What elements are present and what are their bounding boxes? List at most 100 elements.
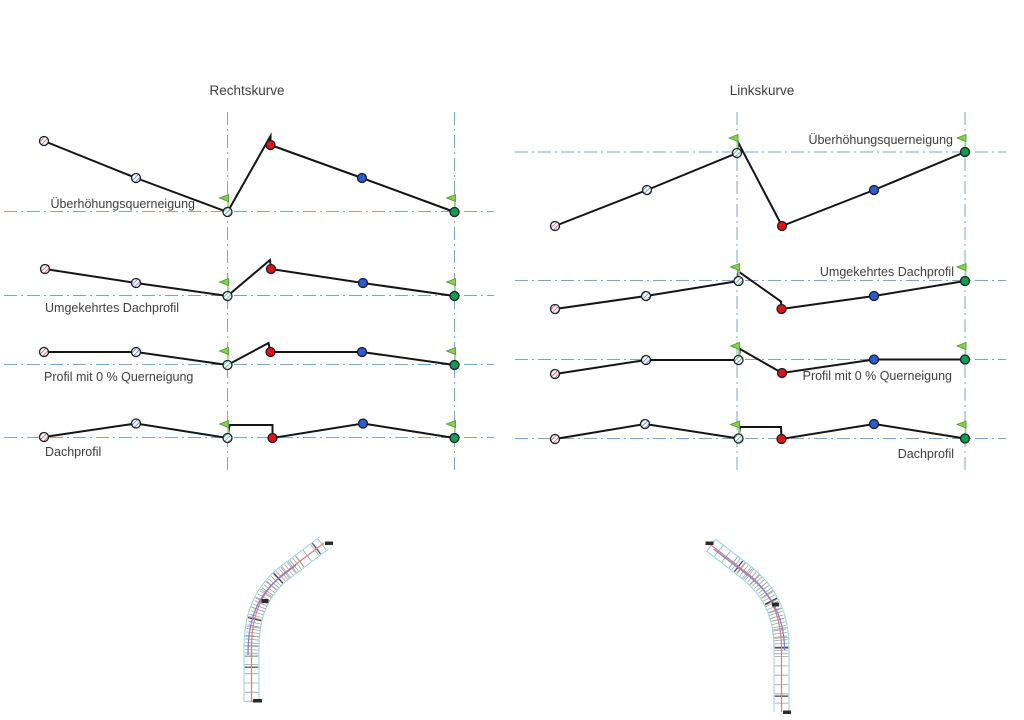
marker-solid-blue-icon <box>356 172 368 184</box>
marker-solid-red-icon <box>267 432 278 444</box>
profile-label: Umgekehrtes Dachprofil <box>45 301 179 315</box>
station-marker <box>772 602 779 607</box>
profile-row-ueberhoehungsquerneigung: Überhöhungsquerneigung <box>4 132 494 218</box>
station-marker <box>325 541 333 545</box>
marker-hatch-green-icon <box>733 354 744 366</box>
marker-hatch-red-icon <box>38 135 50 147</box>
marker-solid-green-icon <box>449 290 460 302</box>
flag-icon <box>729 341 740 351</box>
marker-solid-red-icon <box>776 220 788 232</box>
marker-solid-blue-icon <box>356 346 368 358</box>
station-marker <box>261 599 269 603</box>
profile-label: Umgekehrtes Dachprofil <box>820 265 954 279</box>
flag-icon <box>955 420 967 429</box>
marker-solid-green-icon <box>959 275 971 287</box>
marker-solid-blue-icon <box>357 277 369 289</box>
flag-icon <box>218 277 229 287</box>
marker-hatch-green-icon <box>222 290 233 302</box>
marker-solid-green-icon <box>959 354 971 365</box>
column-right: Überhöhungsquerneigung Umgekehrtes Dachpr… <box>515 112 1006 473</box>
road-centerline <box>250 542 325 702</box>
marker-hatch-blue-icon <box>130 277 142 289</box>
marker-solid-green-icon <box>449 206 460 218</box>
marker-solid-green-icon <box>449 359 460 371</box>
flag-icon <box>729 420 740 429</box>
marker-solid-red-icon <box>265 346 276 358</box>
marker-hatch-green-icon <box>733 433 744 444</box>
plan-view-rechtskurve <box>243 536 333 703</box>
station-marker <box>705 541 714 545</box>
profile-label: Überhöhungsquerneigung <box>808 133 953 147</box>
profile-row-umgekehrtes-dachprofil: Umgekehrtes Dachprofil <box>4 258 494 315</box>
marker-hatch-green-icon <box>222 206 233 218</box>
plan-view-linkskurve <box>705 538 791 714</box>
marker-hatch-green-icon <box>733 275 744 287</box>
profile-label: Dachprofil <box>898 447 954 461</box>
superelevation-diagrams: Überhöhungsquerneigung Umgekehrtes Dachpr… <box>4 112 1006 473</box>
marker-solid-red-icon <box>265 139 276 151</box>
marker-hatch-red-icon <box>39 263 51 275</box>
flag-icon <box>218 419 229 429</box>
marker-hatch-blue-icon <box>640 290 652 302</box>
road-offset-line <box>713 548 786 651</box>
profile-label: Profil mit 0 % Querneigung <box>803 369 952 383</box>
profile-polyline <box>554 269 966 311</box>
marker-solid-blue-icon <box>868 290 880 302</box>
profile-polyline <box>44 258 455 298</box>
flag-icon <box>218 193 229 203</box>
marker-hatch-red-icon <box>549 220 561 232</box>
flag-icon <box>445 193 456 203</box>
marker-hatch-green-icon <box>731 147 743 159</box>
marker-solid-green-icon <box>449 432 460 444</box>
station-marker <box>783 710 791 714</box>
profile-row-profil-0-querneigung: Profil mit 0 % Querneigung <box>515 341 1006 383</box>
profile-row-dachprofil: Dachprofil <box>515 418 1006 461</box>
flag-icon <box>445 277 456 287</box>
profile-row-umgekehrtes-dachprofil: Umgekehrtes Dachprofil <box>515 262 1006 315</box>
marker-solid-green-icon <box>959 433 971 444</box>
flag-icon <box>955 133 967 143</box>
profile-polyline <box>554 139 966 228</box>
profile-polyline <box>554 422 966 441</box>
marker-hatch-red-icon <box>38 431 50 443</box>
marker-hatch-red-icon <box>549 303 561 315</box>
column-title-rechtskurve: Rechtskurve <box>209 83 285 98</box>
marker-solid-blue-icon <box>868 354 880 365</box>
marker-hatch-red-icon <box>549 368 561 380</box>
road-band-fill <box>706 539 789 712</box>
marker-solid-blue-icon <box>868 184 880 196</box>
marker-solid-blue-icon <box>868 418 880 430</box>
profile-polyline <box>43 422 455 440</box>
marker-hatch-blue-icon <box>641 184 653 196</box>
flag-icon <box>729 262 740 272</box>
column-left: Überhöhungsquerneigung Umgekehrtes Dachpr… <box>4 112 494 473</box>
marker-solid-red-icon <box>776 367 788 379</box>
flag-icon <box>218 346 229 356</box>
flag-icon <box>955 341 967 351</box>
marker-hatch-blue-icon <box>640 354 652 366</box>
flag-icon <box>955 262 967 272</box>
profile-row-profil-0-querneigung: Profil mit 0 % Querneigung <box>4 341 494 384</box>
flag-icon <box>445 346 456 356</box>
marker-solid-blue-icon <box>357 418 369 429</box>
profile-label: Überhöhungsquerneigung <box>50 197 195 211</box>
marker-hatch-blue-icon <box>130 346 142 358</box>
profile-polyline <box>44 341 455 367</box>
marker-solid-red-icon <box>776 433 787 445</box>
marker-hatch-blue-icon <box>130 418 142 429</box>
profile-row-dachprofil: Dachprofil <box>4 418 494 459</box>
profile-label: Dachprofil <box>45 445 101 459</box>
marker-solid-green-icon <box>959 146 971 158</box>
marker-hatch-red-icon <box>38 346 50 358</box>
marker-hatch-blue-icon <box>639 418 651 430</box>
profile-row-ueberhoehungsquerneigung: Überhöhungsquerneigung <box>515 133 1006 232</box>
marker-hatch-blue-icon <box>130 172 142 184</box>
road-offset-line <box>247 564 297 656</box>
flag-icon <box>727 133 739 143</box>
flag-icon <box>445 419 456 429</box>
road-band-fill <box>244 537 329 702</box>
marker-hatch-red-icon <box>549 433 561 445</box>
marker-hatch-green-icon <box>222 359 233 371</box>
